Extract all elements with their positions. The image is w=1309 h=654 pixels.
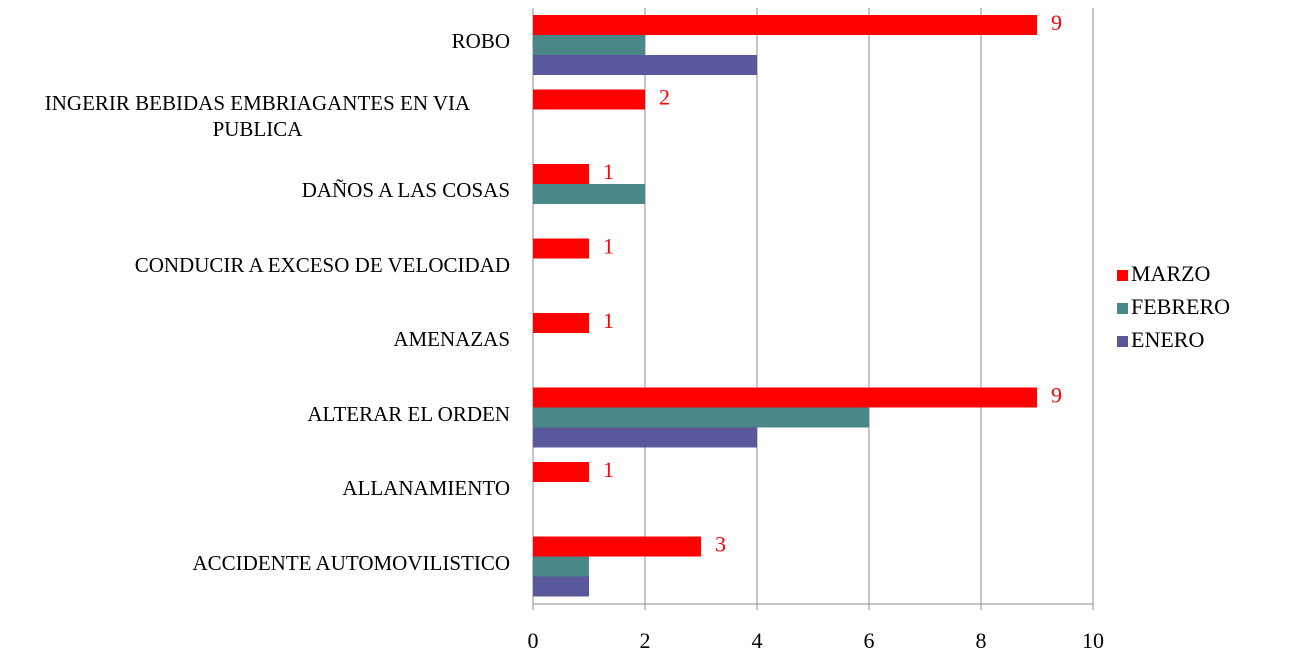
category-text: AMENAZAS — [393, 327, 510, 352]
legend-swatch — [1117, 336, 1128, 347]
bar — [533, 407, 869, 428]
category-label: INGERIR BEBIDAS EMBRIAGANTES EN VIA PUBL… — [0, 90, 510, 142]
data-label: 2 — [659, 85, 670, 110]
category-label: DAÑOS A LAS COSAS — [0, 177, 510, 203]
data-label: 1 — [603, 159, 614, 184]
bar — [533, 313, 589, 333]
bar — [533, 55, 757, 75]
x-tick-label: 4 — [752, 628, 763, 653]
data-label: 1 — [603, 308, 614, 333]
category-label: AMENAZAS — [0, 326, 510, 352]
data-label: 1 — [603, 234, 614, 259]
legend-swatch — [1117, 270, 1128, 281]
bar — [533, 89, 645, 110]
x-tick-label: 10 — [1082, 628, 1104, 653]
category-text: INGERIR BEBIDAS EMBRIAGANTES EN VIA PUBL… — [44, 90, 471, 141]
bar — [533, 15, 1037, 35]
bar — [533, 184, 645, 204]
data-label: 1 — [603, 457, 614, 482]
category-text: DAÑOS A LAS COSAS — [301, 178, 510, 203]
category-label: ACCIDENTE AUTOMOVILISTICO — [0, 550, 510, 576]
legend-swatch — [1117, 303, 1128, 314]
x-tick-label: 6 — [864, 628, 875, 653]
x-tick-label: 0 — [528, 628, 539, 653]
category-text: ALLANAMIENTO — [342, 476, 510, 501]
category-label: ALLANAMIENTO — [0, 475, 510, 501]
x-tick-label: 8 — [976, 628, 987, 653]
category-label: CONDUCIR A EXCESO DE VELOCIDAD — [0, 252, 510, 278]
x-tick-label: 2 — [640, 628, 651, 653]
category-text: CONDUCIR A EXCESO DE VELOCIDAD — [134, 252, 510, 277]
category-label: ALTERAR EL ORDEN — [0, 401, 510, 427]
category-label: ROBO — [0, 28, 510, 54]
legend-label: MARZO — [1131, 261, 1210, 286]
category-text: ACCIDENTE AUTOMOVILISTICO — [192, 550, 510, 575]
category-text: ALTERAR EL ORDEN — [307, 401, 510, 426]
bar — [533, 387, 1037, 408]
bar — [533, 164, 589, 184]
bar — [533, 427, 757, 448]
bar — [533, 556, 589, 577]
legend-label: FEBRERO — [1131, 294, 1230, 319]
bar — [533, 462, 589, 482]
data-label: 9 — [1051, 383, 1062, 408]
bar — [533, 35, 645, 55]
data-label: 9 — [1051, 10, 1062, 35]
data-label: 3 — [715, 532, 726, 557]
category-text: ROBO — [451, 29, 510, 54]
bar — [533, 536, 701, 557]
legend-label: ENERO — [1131, 327, 1204, 352]
bar — [533, 576, 589, 597]
bar — [533, 238, 589, 259]
